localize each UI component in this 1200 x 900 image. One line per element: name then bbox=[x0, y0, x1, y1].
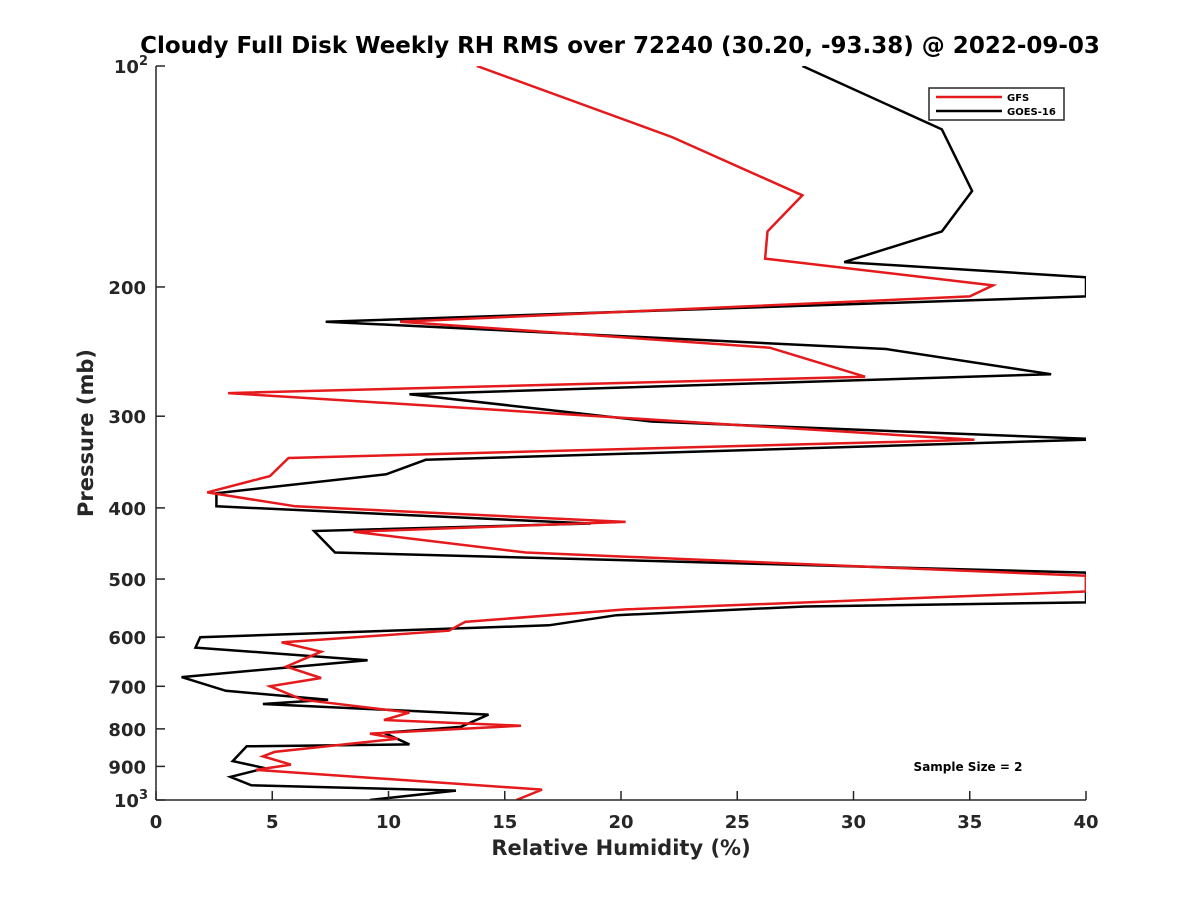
y-axis-label: Pressure (mb) bbox=[74, 349, 98, 517]
x-tick-label: 10 bbox=[376, 812, 401, 833]
y-tick-label: 800 bbox=[108, 720, 146, 741]
series-layer bbox=[181, 66, 1086, 800]
y-tick-label: 200 bbox=[108, 278, 146, 299]
series-line-gfs bbox=[206, 66, 1086, 800]
legend-label-gfs: GFS bbox=[1007, 93, 1029, 104]
y-tick-label: 500 bbox=[108, 570, 146, 591]
y-tick-label: 102 bbox=[114, 54, 148, 78]
y-tick-label: 400 bbox=[108, 499, 146, 520]
y-tick-label: 103 bbox=[114, 788, 148, 812]
legend-box bbox=[928, 87, 1065, 121]
legend-label-goes16: GOES-16 bbox=[1007, 107, 1056, 118]
y-tick-label: 300 bbox=[108, 407, 146, 428]
y-axis-ticks: 102 200 300 400 500 600 700 800 900 103 bbox=[108, 54, 165, 812]
x-axis-ticks: 0 5 10 15 20 25 30 35 40 bbox=[150, 791, 1099, 833]
x-tick-label: 25 bbox=[725, 812, 750, 833]
x-tick-label: 15 bbox=[492, 812, 517, 833]
x-tick-label: 0 bbox=[150, 812, 163, 833]
y-tick-label: 700 bbox=[108, 677, 146, 698]
x-axis-label: Relative Humidity (%) bbox=[491, 836, 750, 860]
sample-size-annotation: Sample Size = 2 bbox=[914, 760, 1023, 774]
y-tick-label: 900 bbox=[108, 757, 146, 778]
x-tick-label: 40 bbox=[1073, 812, 1098, 833]
y-tick-label: 600 bbox=[108, 628, 146, 649]
legend: GFS GOES-16 bbox=[928, 87, 1065, 121]
x-tick-label: 35 bbox=[957, 812, 982, 833]
x-tick-label: 20 bbox=[608, 812, 633, 833]
x-tick-label: 30 bbox=[841, 812, 866, 833]
series-line-goes16 bbox=[181, 66, 1086, 800]
x-tick-label: 5 bbox=[266, 812, 279, 833]
chart-title: Cloudy Full Disk Weekly RH RMS over 7224… bbox=[140, 33, 1100, 59]
